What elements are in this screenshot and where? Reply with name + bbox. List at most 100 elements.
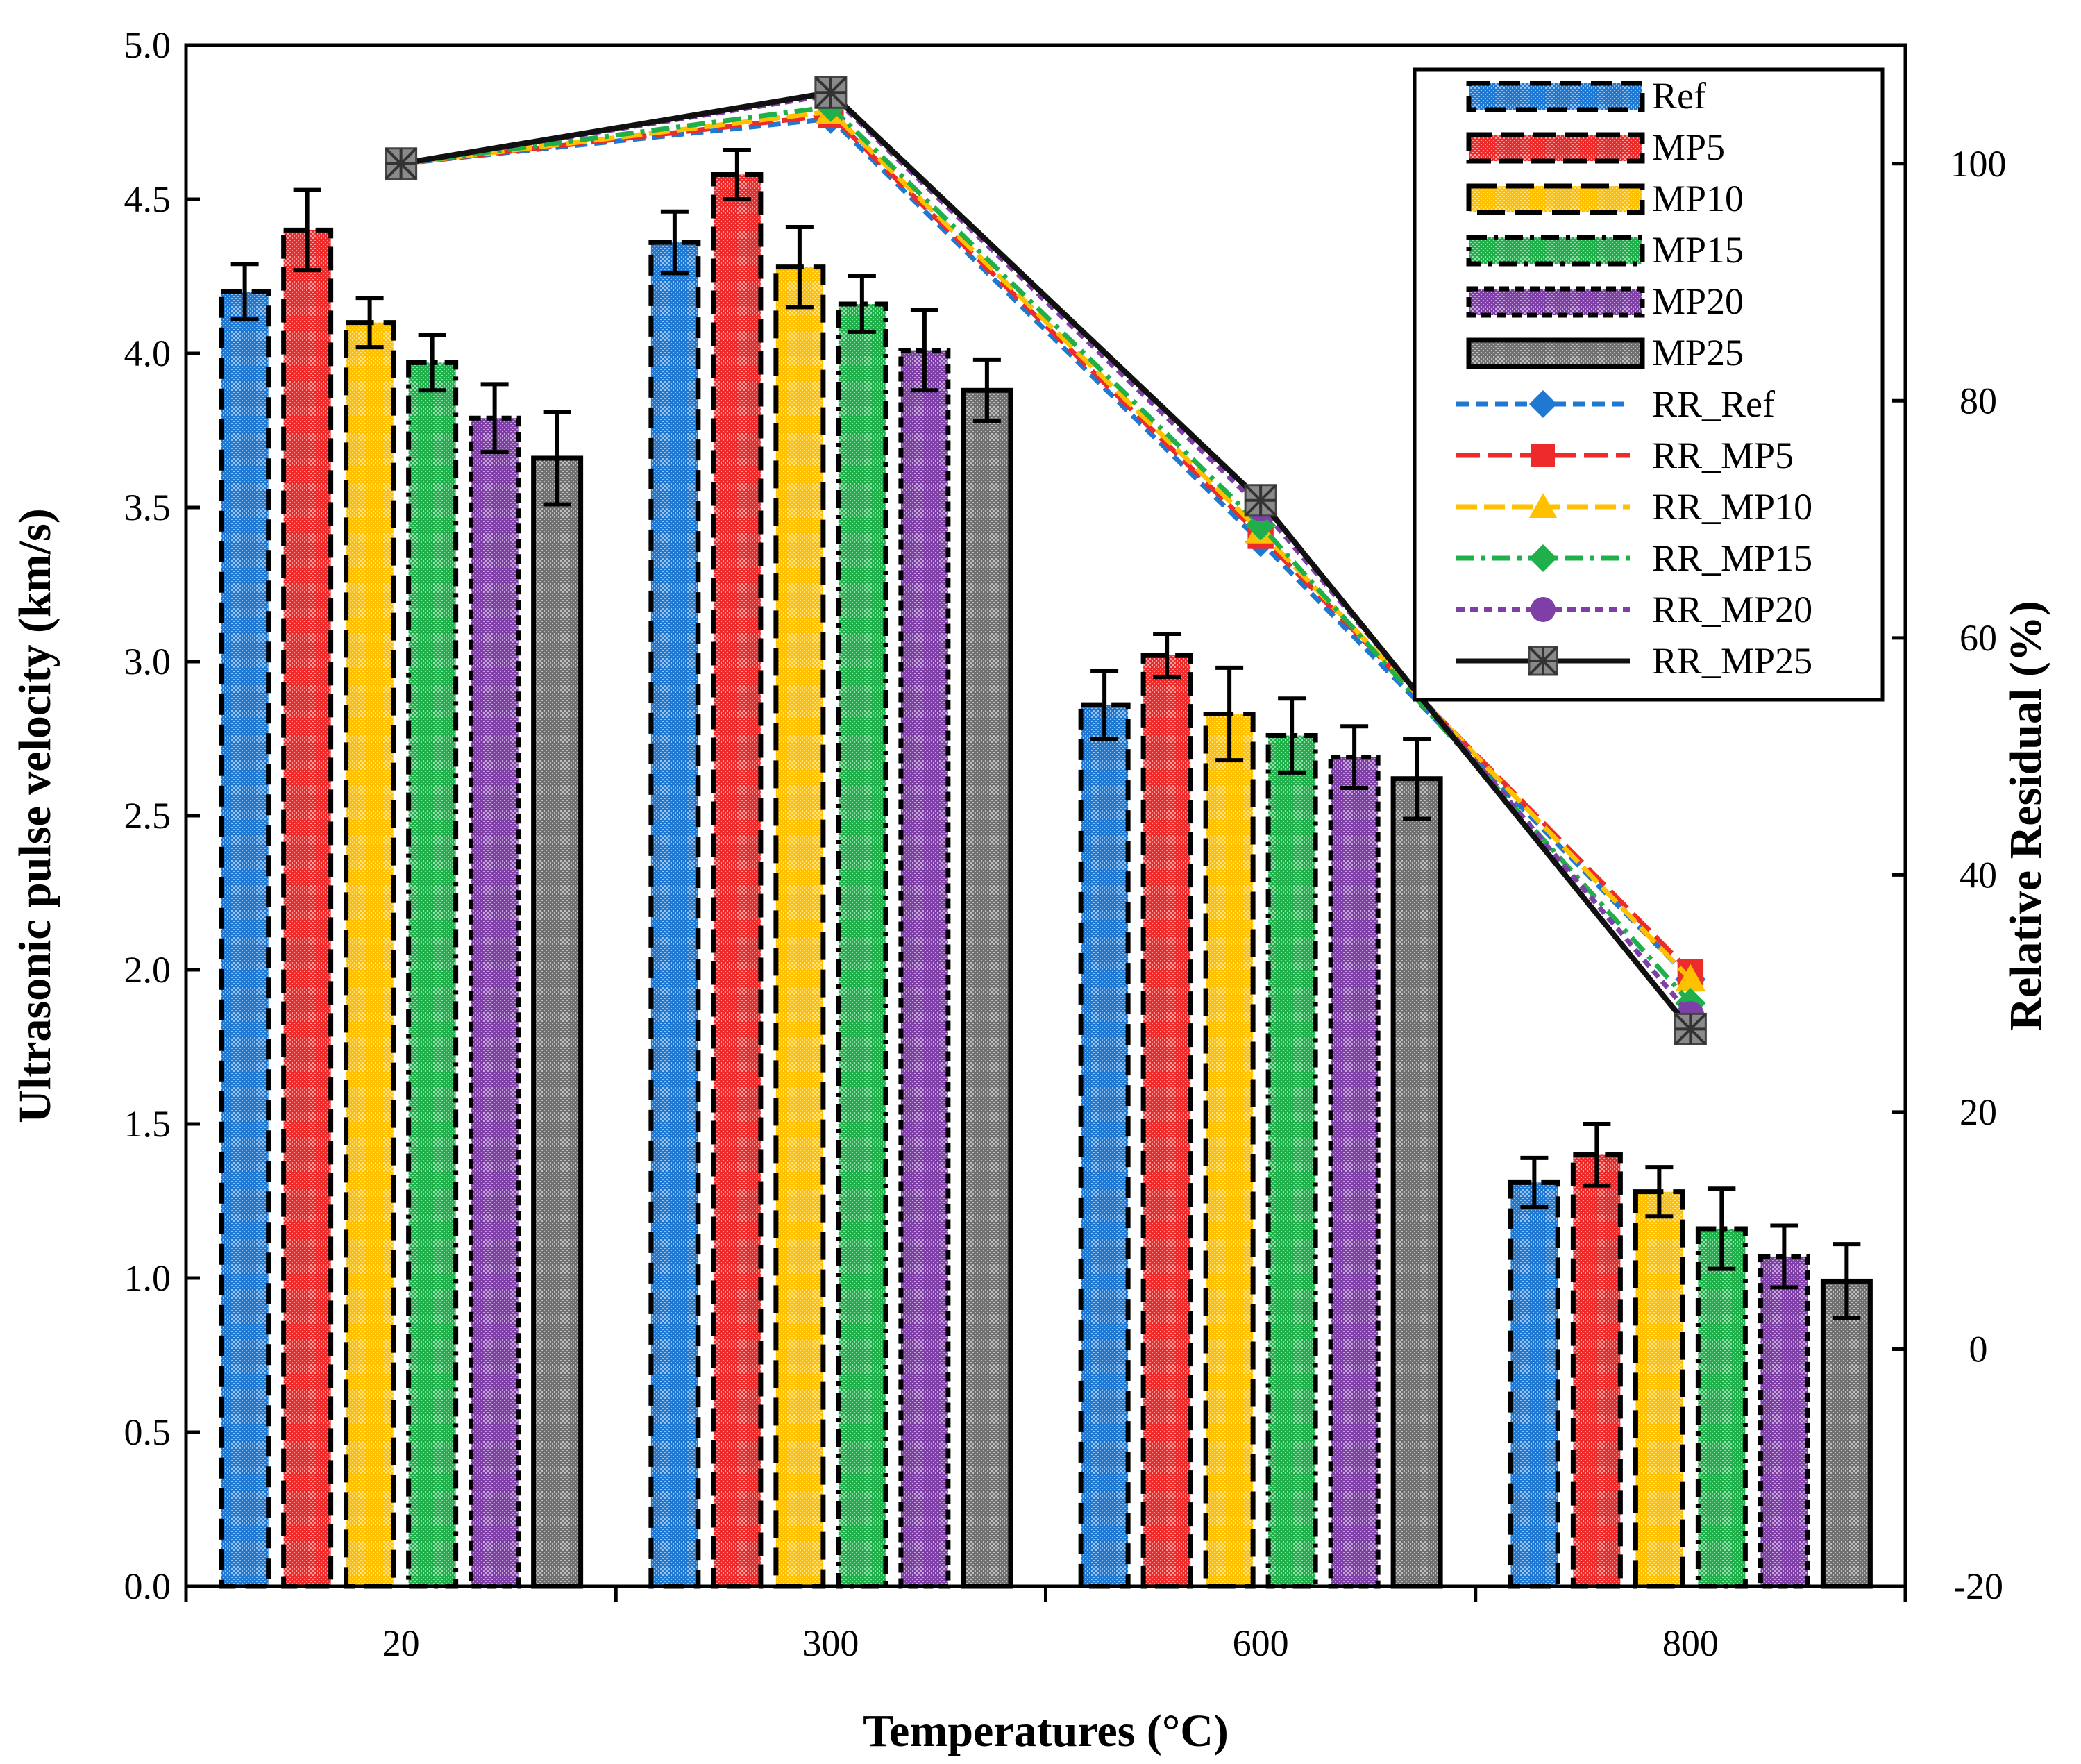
bar-MP10-800 bbox=[1633, 1189, 1685, 1589]
bar-MP25-20 bbox=[531, 455, 584, 1589]
legend-label-RR_MP20: RR_MP20 bbox=[1652, 589, 1812, 630]
error-bar-MP20-600 bbox=[1340, 724, 1369, 791]
legend-label-MP15: MP15 bbox=[1652, 229, 1744, 271]
error-bar-MP25-800 bbox=[1833, 1242, 1861, 1320]
bar-MP25-800 bbox=[1820, 1278, 1873, 1589]
error-bar-Ref-300 bbox=[660, 209, 689, 276]
legend-marker-RR_MP10 bbox=[1529, 493, 1557, 518]
error-bar-Ref-20 bbox=[230, 262, 259, 322]
error-bar-Ref-600 bbox=[1090, 669, 1119, 741]
point-RR_MP25-600 bbox=[1244, 484, 1277, 517]
bar-MP5-800 bbox=[1570, 1152, 1623, 1589]
legend-label-Ref: Ref bbox=[1652, 75, 1706, 117]
legend-marker-RR_MP25 bbox=[1528, 646, 1558, 676]
error-bar-MP20-800 bbox=[1770, 1223, 1798, 1290]
y2-tick-label: 100 bbox=[1951, 143, 2007, 185]
legend-label-MP25: MP25 bbox=[1652, 332, 1744, 373]
legend-swatch-MP15 bbox=[1466, 235, 1645, 267]
bar-MP5-600 bbox=[1140, 653, 1193, 1589]
legend-swatch-MP20 bbox=[1466, 286, 1645, 318]
bar-MP20-20 bbox=[469, 415, 521, 1589]
y-tick-label: 2.0 bbox=[124, 949, 171, 991]
error-bar-MP10-600 bbox=[1215, 665, 1244, 763]
error-bar-MP20-20 bbox=[480, 382, 509, 455]
y-tick-label: 1.0 bbox=[124, 1257, 171, 1299]
legend-label-MP20: MP20 bbox=[1652, 280, 1744, 322]
legend-label-MP10: MP10 bbox=[1652, 178, 1744, 219]
bar-MP15-600 bbox=[1265, 733, 1318, 1589]
bar-MP15-20 bbox=[406, 360, 459, 1589]
y2-tick-label: 60 bbox=[1960, 617, 1997, 659]
bar-MP20-300 bbox=[898, 348, 951, 1589]
bar-MP5-20 bbox=[281, 227, 334, 1589]
error-bar-MP15-300 bbox=[848, 274, 876, 334]
error-bar-MP25-300 bbox=[972, 357, 1001, 423]
bar-Ref-600 bbox=[1078, 702, 1131, 1589]
bar-MP10-600 bbox=[1203, 711, 1256, 1589]
point-RR_MP25-800 bbox=[1674, 1012, 1707, 1045]
error-bar-MP5-600 bbox=[1153, 632, 1181, 680]
y2-tick-label: 20 bbox=[1960, 1091, 1997, 1133]
line-RR_MP10 bbox=[401, 108, 1692, 982]
error-bar-MP10-20 bbox=[355, 296, 384, 350]
legend-marker-RR_MP20 bbox=[1531, 597, 1556, 622]
y-tick-label: 3.5 bbox=[124, 487, 171, 528]
y-tick-label: 2.5 bbox=[124, 795, 171, 837]
bar-Ref-300 bbox=[648, 240, 701, 1589]
y-axis-title: Ultrasonic pulse velocity (km/s) bbox=[10, 508, 60, 1123]
error-bar-MP5-300 bbox=[723, 147, 751, 201]
error-bar-MP10-800 bbox=[1645, 1165, 1674, 1219]
line-RR_MP15 bbox=[401, 104, 1692, 1005]
error-bar-MP5-800 bbox=[1583, 1122, 1611, 1188]
y2-axis-title: Relative Residual (%) bbox=[2000, 600, 2051, 1031]
bar-Ref-20 bbox=[219, 289, 271, 1589]
bar-MP25-600 bbox=[1390, 776, 1443, 1589]
point-RR_MP10-800 bbox=[1675, 964, 1706, 992]
x-tick-label: 300 bbox=[802, 1622, 859, 1664]
x-tick-label: 20 bbox=[382, 1622, 420, 1664]
legend: Ref MP5 MP10 MP15 MP20 MP25 RR_Ref RR_MP5 RR_MP1… bbox=[1413, 67, 1885, 702]
legend-label-RR_Ref: RR_Ref bbox=[1652, 383, 1775, 425]
error-bar-MP15-800 bbox=[1708, 1186, 1736, 1271]
y-tick-label: 1.5 bbox=[124, 1103, 171, 1145]
error-bar-MP5-20 bbox=[293, 187, 321, 273]
legend-marker-RR_MP15 bbox=[1529, 544, 1557, 572]
error-bar-MP15-600 bbox=[1278, 696, 1306, 775]
error-bar-MP10-300 bbox=[785, 224, 814, 310]
error-bar-MP25-20 bbox=[543, 410, 571, 507]
legend-label-MP5: MP5 bbox=[1652, 126, 1725, 168]
y-tick-label: 5.0 bbox=[124, 24, 171, 66]
legend-swatch-MP25 bbox=[1466, 337, 1645, 369]
y2-tick-label: -20 bbox=[1953, 1565, 2003, 1607]
legend-swatch-MP10 bbox=[1466, 183, 1645, 215]
y-tick-label: 0.5 bbox=[124, 1411, 171, 1453]
x-tick-label: 800 bbox=[1662, 1622, 1719, 1664]
line-RR_MP25 bbox=[400, 90, 1693, 1031]
bar-MP20-800 bbox=[1758, 1254, 1810, 1589]
y2-tick-label: 0 bbox=[1969, 1328, 1988, 1370]
bar-MP15-800 bbox=[1695, 1226, 1748, 1589]
y2-tick-label: 40 bbox=[1960, 854, 1997, 896]
legend-swatch-MP5 bbox=[1466, 132, 1645, 164]
x-axis-title: Temperatures (°C) bbox=[863, 1706, 1229, 1756]
bar-MP10-20 bbox=[344, 320, 396, 1589]
bar-MP5-300 bbox=[711, 171, 764, 1589]
legend-label-RR_MP15: RR_MP15 bbox=[1652, 537, 1812, 579]
bar-MP25-300 bbox=[961, 387, 1013, 1589]
x-tick-label: 600 bbox=[1233, 1622, 1289, 1664]
legend-marker-RR_Ref bbox=[1529, 390, 1557, 418]
legend-marker-RR_MP5 bbox=[1531, 444, 1555, 467]
y-tick-label: 0.0 bbox=[124, 1565, 171, 1607]
bar-MP10-300 bbox=[773, 264, 826, 1589]
point-RR_MP25-300 bbox=[814, 76, 848, 109]
legend-label-RR_MP5: RR_MP5 bbox=[1652, 435, 1794, 476]
legend-label-RR_MP25: RR_MP25 bbox=[1652, 640, 1812, 682]
error-bar-MP20-300 bbox=[910, 308, 938, 393]
y-tick-label: 4.5 bbox=[124, 178, 171, 220]
y2-tick-label: 80 bbox=[1960, 380, 1997, 421]
point-RR_MP25-20 bbox=[385, 147, 418, 180]
legend-swatch-Ref bbox=[1466, 81, 1645, 112]
legend-label-RR_MP10: RR_MP10 bbox=[1652, 486, 1812, 528]
